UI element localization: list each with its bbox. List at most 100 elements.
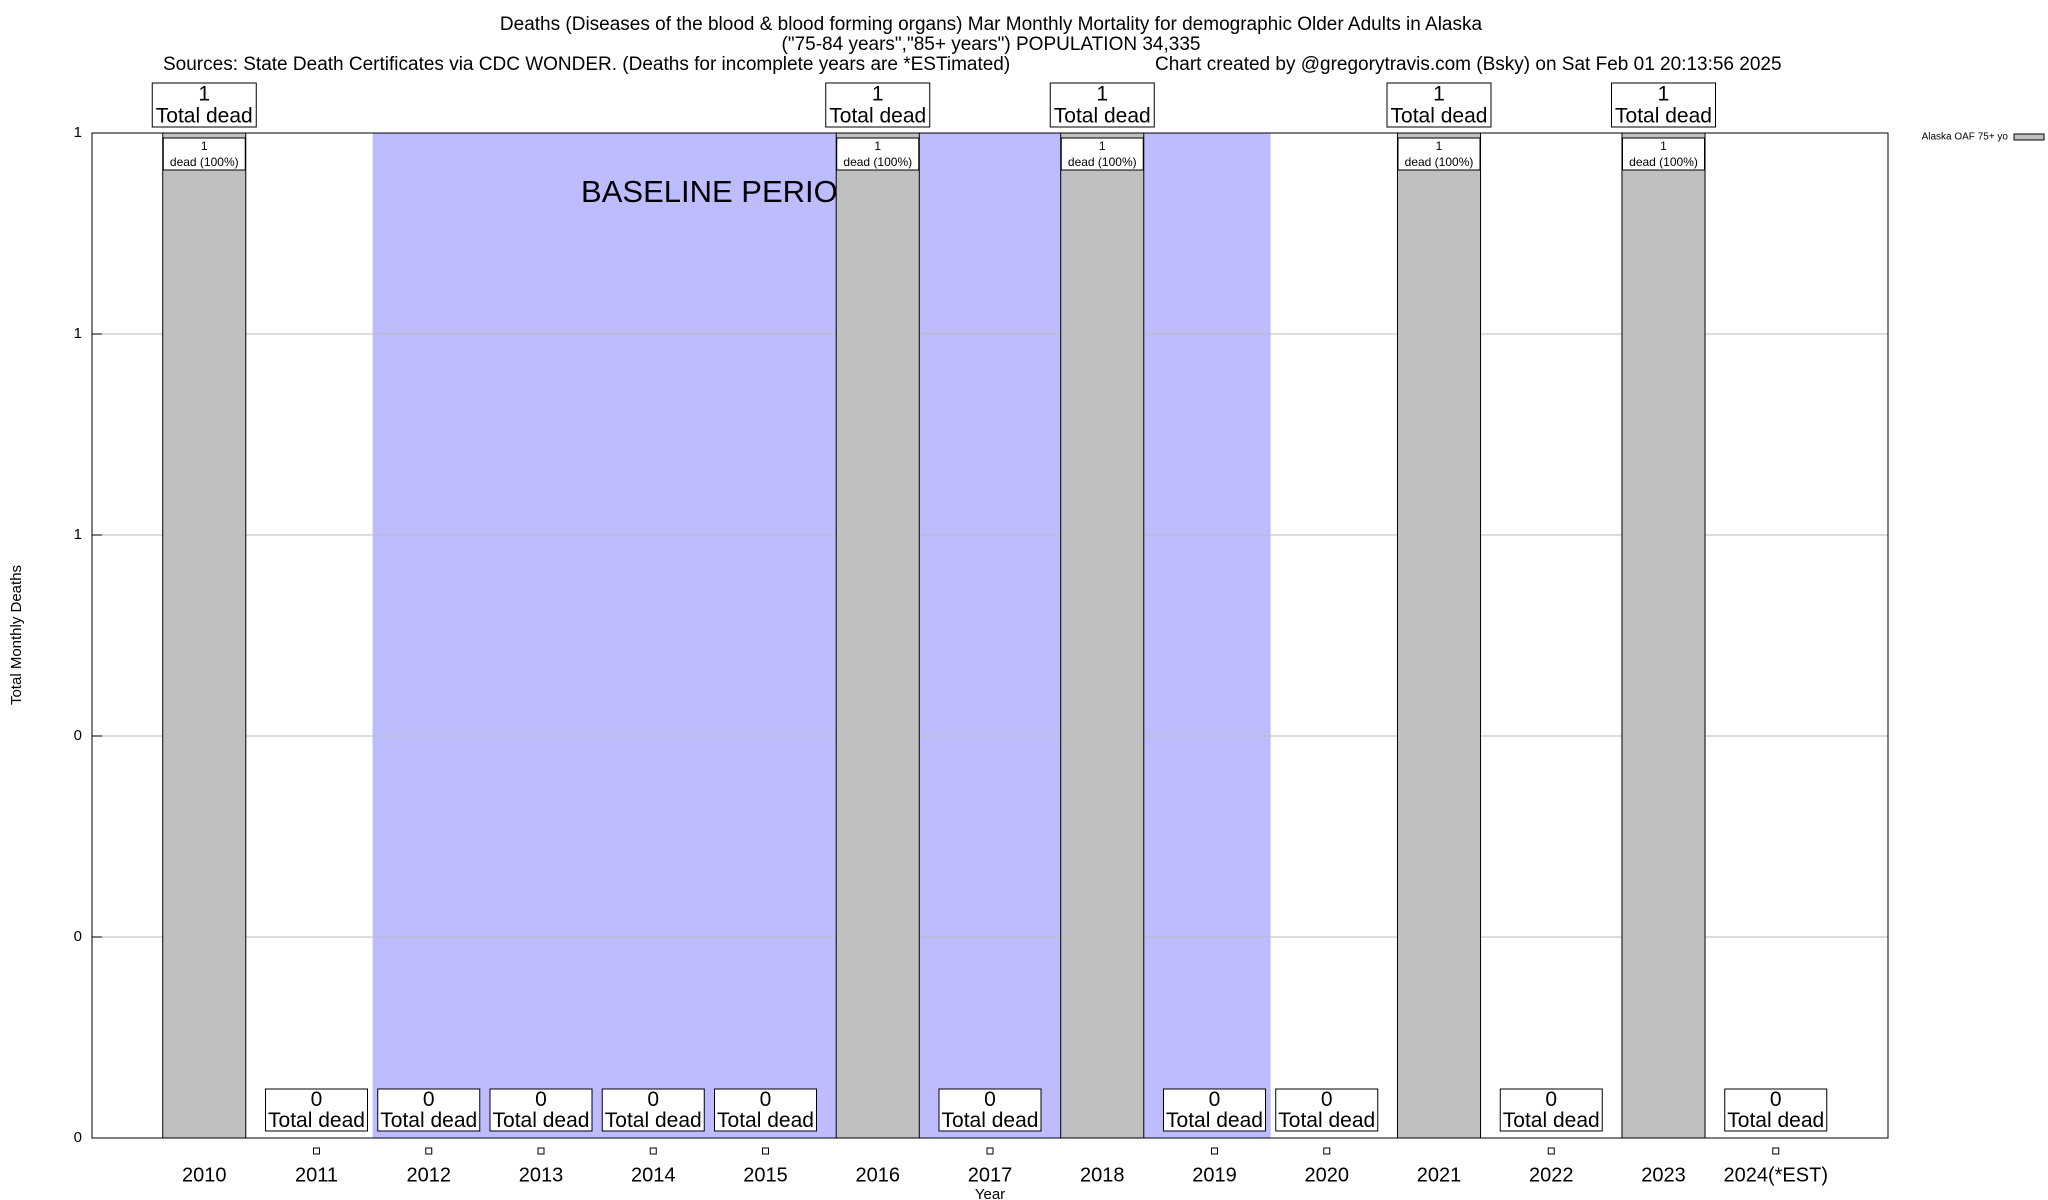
bar <box>986 1147 994 1155</box>
value-label-box <box>1724 1088 1828 1132</box>
value-label-box <box>151 82 257 128</box>
credit-note: Chart created by @gregorytravis.com (Bsk… <box>1155 54 1782 75</box>
value-label: 1 <box>1436 139 1443 153</box>
x-tick-label: 2023 <box>1641 1164 1686 1186</box>
value-label: 0 <box>1321 1088 1333 1111</box>
value-label: dead (100%) <box>170 155 239 169</box>
value-label-box <box>1499 1088 1603 1132</box>
value-label: Total dead <box>1391 105 1488 128</box>
x-tick-label: 2021 <box>1417 1164 1462 1186</box>
x-tick-label: 2015 <box>743 1164 788 1186</box>
value-label: Total dead <box>717 1109 814 1132</box>
value-label: Total dead <box>156 105 253 128</box>
value-label: 1 <box>872 83 884 106</box>
bar <box>1772 1147 1780 1155</box>
y-axis-label: Total Monthly Deaths <box>8 565 25 705</box>
value-label: dead (100%) <box>1629 155 1698 169</box>
value-label-box <box>265 1088 368 1132</box>
y-tick-label: 0 <box>74 1129 82 1146</box>
bar <box>1621 132 1706 1139</box>
x-tick-label: 2013 <box>519 1164 564 1186</box>
value-label: Total dead <box>1615 105 1712 128</box>
value-label: Total dead <box>268 1109 365 1132</box>
value-label: Total dead <box>493 1109 590 1132</box>
value-label-box <box>825 82 931 128</box>
bar <box>1547 1147 1555 1155</box>
bar <box>537 1147 545 1155</box>
value-label-box <box>714 1088 817 1132</box>
bar <box>649 1147 657 1155</box>
value-label: Total dead <box>1166 1109 1263 1132</box>
value-label: 0 <box>311 1088 323 1111</box>
x-tick-label: 2011 <box>295 1164 338 1186</box>
value-label: 0 <box>760 1088 772 1111</box>
y-tick-label: 0 <box>74 727 82 744</box>
value-label: 1 <box>874 139 881 153</box>
x-tick-label: 2017 <box>968 1164 1013 1186</box>
value-label-box <box>1386 82 1492 128</box>
chart-subtitle: ("75-84 years","85+ years") POPULATION 3… <box>782 34 1201 55</box>
value-label: Total dead <box>1503 1109 1600 1132</box>
value-label: 0 <box>647 1088 659 1111</box>
chart-title: Deaths (Diseases of the blood & blood fo… <box>500 14 1483 35</box>
value-label: 0 <box>1545 1088 1557 1111</box>
bar <box>162 132 247 1139</box>
value-label: Total dead <box>1727 1109 1824 1132</box>
value-label: 0 <box>984 1088 996 1111</box>
bar <box>425 1147 433 1155</box>
bar <box>1211 1147 1218 1155</box>
legend-label: Alaska OAF 75+ yo <box>1922 132 2009 143</box>
value-label: 0 <box>1209 1088 1221 1111</box>
bar <box>835 132 920 1139</box>
value-label: 1 <box>1660 139 1667 153</box>
value-label-box <box>1049 82 1155 128</box>
x-tick-label: 2014 <box>631 1164 676 1186</box>
value-label-box <box>1163 1088 1266 1132</box>
value-label: 0 <box>423 1088 435 1111</box>
bar <box>313 1147 320 1155</box>
x-tick-label: 2016 <box>856 1164 901 1186</box>
value-label: dead (100%) <box>843 155 912 169</box>
value-label-box <box>1397 137 1481 171</box>
value-label-box <box>377 1088 481 1132</box>
x-tick-label: 2020 <box>1305 1164 1350 1186</box>
sources-note: Sources: State Death Certificates via CD… <box>163 54 1010 75</box>
value-label-box <box>489 1088 593 1132</box>
x-tick-label: 2010 <box>182 1164 227 1186</box>
value-label: 1 <box>1099 139 1106 153</box>
x-axis-label: Year <box>975 1186 1005 1200</box>
y-tick-label: 1 <box>74 325 82 342</box>
value-label: Total dead <box>380 1109 477 1132</box>
legend-swatch <box>2013 133 2045 141</box>
bar <box>1060 132 1145 1139</box>
value-label-box <box>1275 1088 1379 1132</box>
bar <box>762 1147 769 1155</box>
value-label-box <box>836 137 920 171</box>
value-label-box <box>162 137 246 171</box>
value-label: Total dead <box>942 1109 1039 1132</box>
bar <box>1323 1147 1331 1155</box>
value-label: 1 <box>198 83 210 106</box>
x-tick-label: 2022 <box>1529 1164 1574 1186</box>
value-label: dead (100%) <box>1405 155 1474 169</box>
plot-frame <box>91 132 1889 1139</box>
y-tick-label: 0 <box>74 928 82 945</box>
y-tick-label: 1 <box>74 526 82 543</box>
value-label-box <box>1060 137 1144 171</box>
value-label-box <box>1622 137 1705 171</box>
value-label: 1 <box>1096 83 1108 106</box>
value-label: dead (100%) <box>1068 155 1137 169</box>
value-label: 1 <box>1658 83 1670 106</box>
value-label: Total dead <box>605 1109 702 1132</box>
value-label: Total dead <box>829 105 926 128</box>
value-label: 0 <box>1770 1088 1782 1111</box>
value-label: Total dead <box>1054 105 1151 128</box>
baseline-label: BASELINE PERIOD <box>581 174 860 209</box>
value-label-box <box>601 1088 705 1132</box>
value-label: Total dead <box>1278 1109 1375 1132</box>
bar <box>1396 132 1482 1139</box>
value-label-box <box>1611 82 1716 128</box>
value-label-box <box>938 1088 1042 1132</box>
x-tick-label: 2024(*EST) <box>1724 1164 1829 1186</box>
